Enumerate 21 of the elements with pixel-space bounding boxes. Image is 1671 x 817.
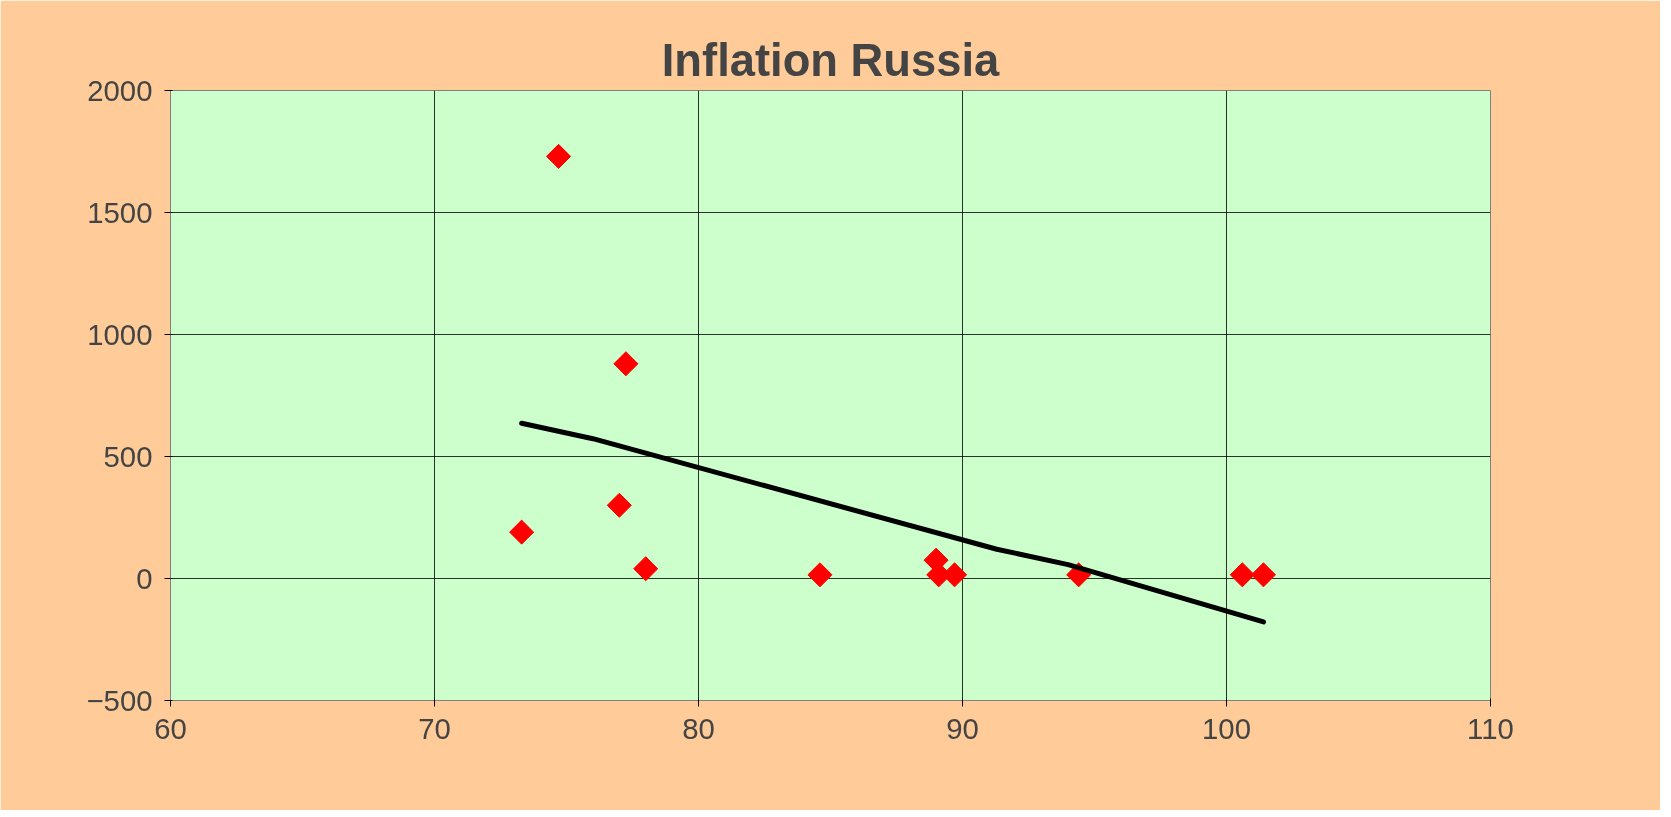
x-tick-label: 110: [1467, 711, 1514, 745]
y-tick-label: 500: [103, 439, 153, 473]
point: [546, 143, 572, 169]
x-tick-label: 60: [154, 711, 187, 745]
y-tick-label: 2000: [87, 73, 153, 107]
point: [1229, 562, 1255, 588]
point: [606, 492, 632, 518]
point: [633, 556, 659, 582]
point: [1250, 562, 1276, 588]
x-tick-label: 80: [682, 711, 715, 745]
point: [509, 519, 535, 545]
y-tick-label: 1000: [87, 317, 153, 351]
x-tick-label: 100: [1202, 711, 1251, 745]
chart-title: Inflation Russia: [661, 34, 1001, 86]
y-tick-label: −500: [86, 683, 153, 717]
x-tick-label: 70: [418, 711, 451, 745]
x-tick-label: 90: [946, 711, 979, 745]
y-tick-label: 0: [136, 561, 153, 595]
point: [613, 351, 639, 377]
y-tick-label: 1500: [87, 195, 153, 229]
point: [807, 562, 833, 588]
